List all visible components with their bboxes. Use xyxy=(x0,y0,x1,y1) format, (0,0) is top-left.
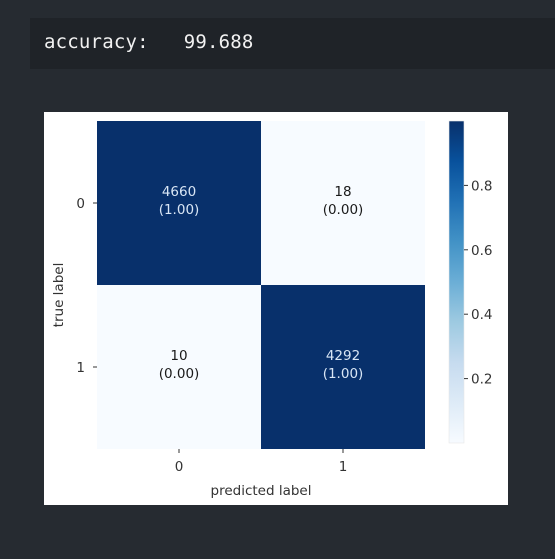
x-axis-label: predicted label xyxy=(211,483,312,499)
accuracy-value: 99.688 xyxy=(183,31,254,53)
cell-1-0 xyxy=(97,285,261,449)
cell-0-0 xyxy=(97,121,261,285)
cell-ratio-0-1: (0.00) xyxy=(323,202,364,218)
y-tick-label-1: 1 xyxy=(76,360,85,376)
cell-ratio-1-0: (0.00) xyxy=(159,366,200,382)
accuracy-label: accuracy: xyxy=(44,31,149,53)
x-tick-label-0: 0 xyxy=(175,459,184,475)
cell-1-1 xyxy=(261,285,425,449)
cell-ratio-0-0: (1.00) xyxy=(159,202,200,218)
cell-count-1-1: 4292 xyxy=(326,348,360,364)
cell-output: accuracy: 99.688 xyxy=(30,18,555,69)
confusion-matrix-chart: 4660(1.00)18(0.00)10(0.00)4292(1.00) 0 10… xyxy=(51,120,492,499)
x-tick-label-1: 1 xyxy=(339,459,348,475)
colorbar-tick-label-3: 0.8 xyxy=(471,178,492,194)
cell-count-1-0: 10 xyxy=(170,348,187,364)
cell-count-0-0: 4660 xyxy=(162,184,196,200)
colorbar-frame xyxy=(448,120,465,444)
cell-ratio-1-1: (1.00) xyxy=(323,366,364,382)
colorbar-gradient xyxy=(449,121,464,443)
colorbar-tick-label-1: 0.4 xyxy=(471,307,492,323)
y-axis-label: true label xyxy=(51,263,67,328)
accuracy-output: accuracy: 99.688 xyxy=(44,31,254,53)
y-tick-label-0: 0 xyxy=(76,196,85,212)
cell-count-0-1: 18 xyxy=(334,184,351,200)
colorbar-tick-label-2: 0.6 xyxy=(471,243,492,259)
cell-0-1 xyxy=(261,121,425,285)
colorbar-tick-label-0: 0.2 xyxy=(471,372,492,388)
